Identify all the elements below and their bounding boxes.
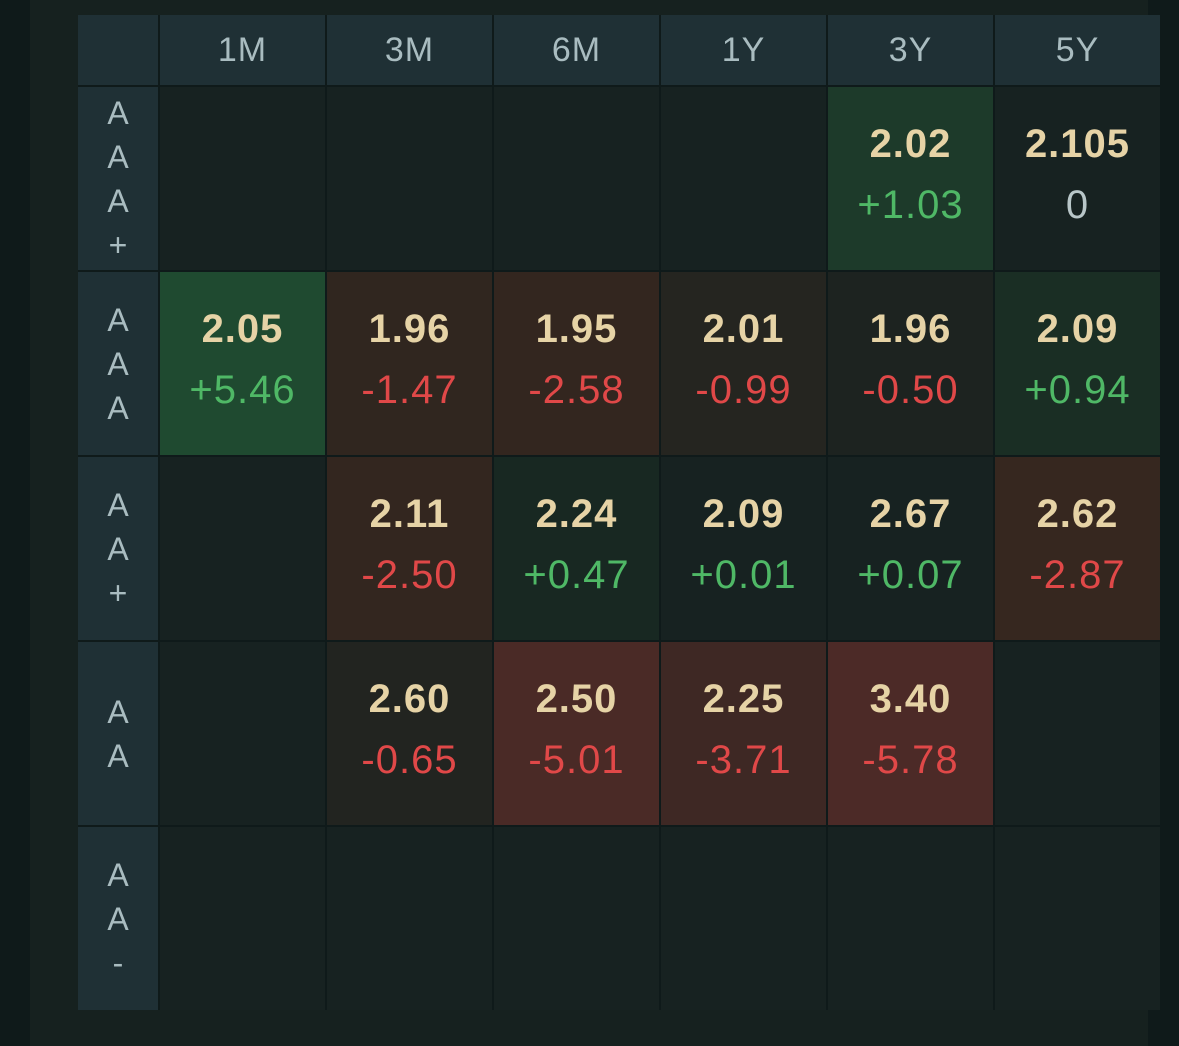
matrix-cell[interactable]: 2.62 -2.87 bbox=[995, 457, 1160, 640]
cell-change: -0.50 bbox=[862, 367, 959, 412]
cell-yield: 2.62 bbox=[1036, 491, 1119, 536]
cell-change: -1.47 bbox=[361, 367, 458, 412]
matrix-cell bbox=[494, 827, 659, 1010]
cell-change: +1.03 bbox=[857, 182, 964, 227]
rating-char: A bbox=[107, 900, 129, 937]
matrix-cell[interactable]: 2.67 +0.07 bbox=[828, 457, 993, 640]
cell-yield: 1.95 bbox=[535, 306, 618, 351]
matrix-panel: 1M 3M 6M 1Y 3Y 5Y A A A +2.02 +1.03 2.105 0 A A A… bbox=[30, 0, 1160, 1046]
matrix-cell[interactable]: 1.96 -0.50 bbox=[828, 272, 993, 455]
matrix-cell[interactable]: 2.24 +0.47 bbox=[494, 457, 659, 640]
column-header-1m[interactable]: 1M bbox=[160, 15, 325, 85]
cell-change: -5.78 bbox=[862, 737, 959, 782]
rating-char: + bbox=[108, 226, 128, 263]
cell-yield: 2.105 bbox=[1024, 121, 1131, 166]
cell-change: -0.65 bbox=[361, 737, 458, 782]
matrix-cell bbox=[494, 87, 659, 270]
matrix-cell[interactable]: 1.96 -1.47 bbox=[327, 272, 492, 455]
yield-matrix: 1M 3M 6M 1Y 3Y 5Y A A A +2.02 +1.03 2.105 0 A A A… bbox=[78, 15, 1160, 1010]
cell-yield: 3.40 bbox=[869, 676, 952, 721]
matrix-cell[interactable]: 2.60 -0.65 bbox=[327, 642, 492, 825]
column-header-6m[interactable]: 6M bbox=[494, 15, 659, 85]
rating-char: A bbox=[107, 94, 129, 131]
cell-change: -5.01 bbox=[528, 737, 625, 782]
rating-char: A bbox=[107, 486, 129, 523]
matrix-cell[interactable]: 2.25 -3.71 bbox=[661, 642, 826, 825]
matrix-cell[interactable]: 2.09 +0.94 bbox=[995, 272, 1160, 455]
rating-char: - bbox=[112, 944, 124, 981]
matrix-cell bbox=[661, 87, 826, 270]
matrix-cell bbox=[160, 827, 325, 1010]
column-header-5y[interactable]: 5Y bbox=[995, 15, 1160, 85]
cell-change: 0 bbox=[1065, 182, 1090, 227]
cell-yield: 2.09 bbox=[1036, 306, 1119, 351]
cell-yield: 2.60 bbox=[368, 676, 451, 721]
matrix-cell bbox=[995, 827, 1160, 1010]
cell-yield: 2.67 bbox=[869, 491, 952, 536]
column-header-3y[interactable]: 3Y bbox=[828, 15, 993, 85]
matrix-cell bbox=[828, 827, 993, 1010]
cell-change: +0.47 bbox=[523, 552, 630, 597]
cell-yield: 2.24 bbox=[535, 491, 618, 536]
cell-yield: 2.02 bbox=[869, 121, 952, 166]
header-corner bbox=[78, 15, 158, 85]
cell-change: +0.01 bbox=[690, 552, 797, 597]
rating-char: A bbox=[107, 345, 129, 382]
rating-char: + bbox=[108, 574, 128, 611]
rating-char: A bbox=[107, 182, 129, 219]
matrix-cell bbox=[661, 827, 826, 1010]
cell-yield: 2.01 bbox=[702, 306, 785, 351]
matrix-cell[interactable]: 1.95 -2.58 bbox=[494, 272, 659, 455]
column-header-3m[interactable]: 3M bbox=[327, 15, 492, 85]
cell-yield: 1.96 bbox=[368, 306, 451, 351]
rating-char: A bbox=[107, 693, 129, 730]
cell-change: +5.46 bbox=[189, 367, 296, 412]
matrix-cell[interactable]: 2.50 -5.01 bbox=[494, 642, 659, 825]
matrix-cell[interactable]: 2.09 +0.01 bbox=[661, 457, 826, 640]
cell-yield: 2.50 bbox=[535, 676, 618, 721]
cell-change: -2.50 bbox=[361, 552, 458, 597]
column-header-1y[interactable]: 1Y bbox=[661, 15, 826, 85]
matrix-cell bbox=[160, 457, 325, 640]
cell-yield: 2.25 bbox=[702, 676, 785, 721]
cell-change: +0.94 bbox=[1024, 367, 1131, 412]
row-header-rating[interactable]: A A + bbox=[78, 457, 158, 640]
cell-change: -3.71 bbox=[695, 737, 792, 782]
matrix-cell[interactable]: 2.05 +5.46 bbox=[160, 272, 325, 455]
rating-char: A bbox=[107, 389, 129, 426]
matrix-cell[interactable]: 2.11 -2.50 bbox=[327, 457, 492, 640]
matrix-cell bbox=[327, 827, 492, 1010]
matrix-cell[interactable]: 2.01 -0.99 bbox=[661, 272, 826, 455]
cell-yield: 1.96 bbox=[869, 306, 952, 351]
row-header-rating[interactable]: A A A + bbox=[78, 87, 158, 270]
rating-char: A bbox=[107, 856, 129, 893]
matrix-cell bbox=[160, 642, 325, 825]
cell-change: -2.87 bbox=[1029, 552, 1126, 597]
rating-char: A bbox=[107, 301, 129, 338]
rating-char: A bbox=[107, 138, 129, 175]
cell-change: -2.58 bbox=[528, 367, 625, 412]
matrix-cell[interactable]: 2.02 +1.03 bbox=[828, 87, 993, 270]
rating-char: A bbox=[107, 737, 129, 774]
cell-change: +0.07 bbox=[857, 552, 964, 597]
cell-change: -0.99 bbox=[695, 367, 792, 412]
rating-char: A bbox=[107, 530, 129, 567]
matrix-cell bbox=[327, 87, 492, 270]
matrix-cell bbox=[995, 642, 1160, 825]
matrix-cell bbox=[160, 87, 325, 270]
matrix-cell[interactable]: 2.105 0 bbox=[995, 87, 1160, 270]
matrix-cell[interactable]: 3.40 -5.78 bbox=[828, 642, 993, 825]
cell-yield: 2.09 bbox=[702, 491, 785, 536]
cell-yield: 2.05 bbox=[201, 306, 284, 351]
cell-yield: 2.11 bbox=[369, 491, 450, 536]
